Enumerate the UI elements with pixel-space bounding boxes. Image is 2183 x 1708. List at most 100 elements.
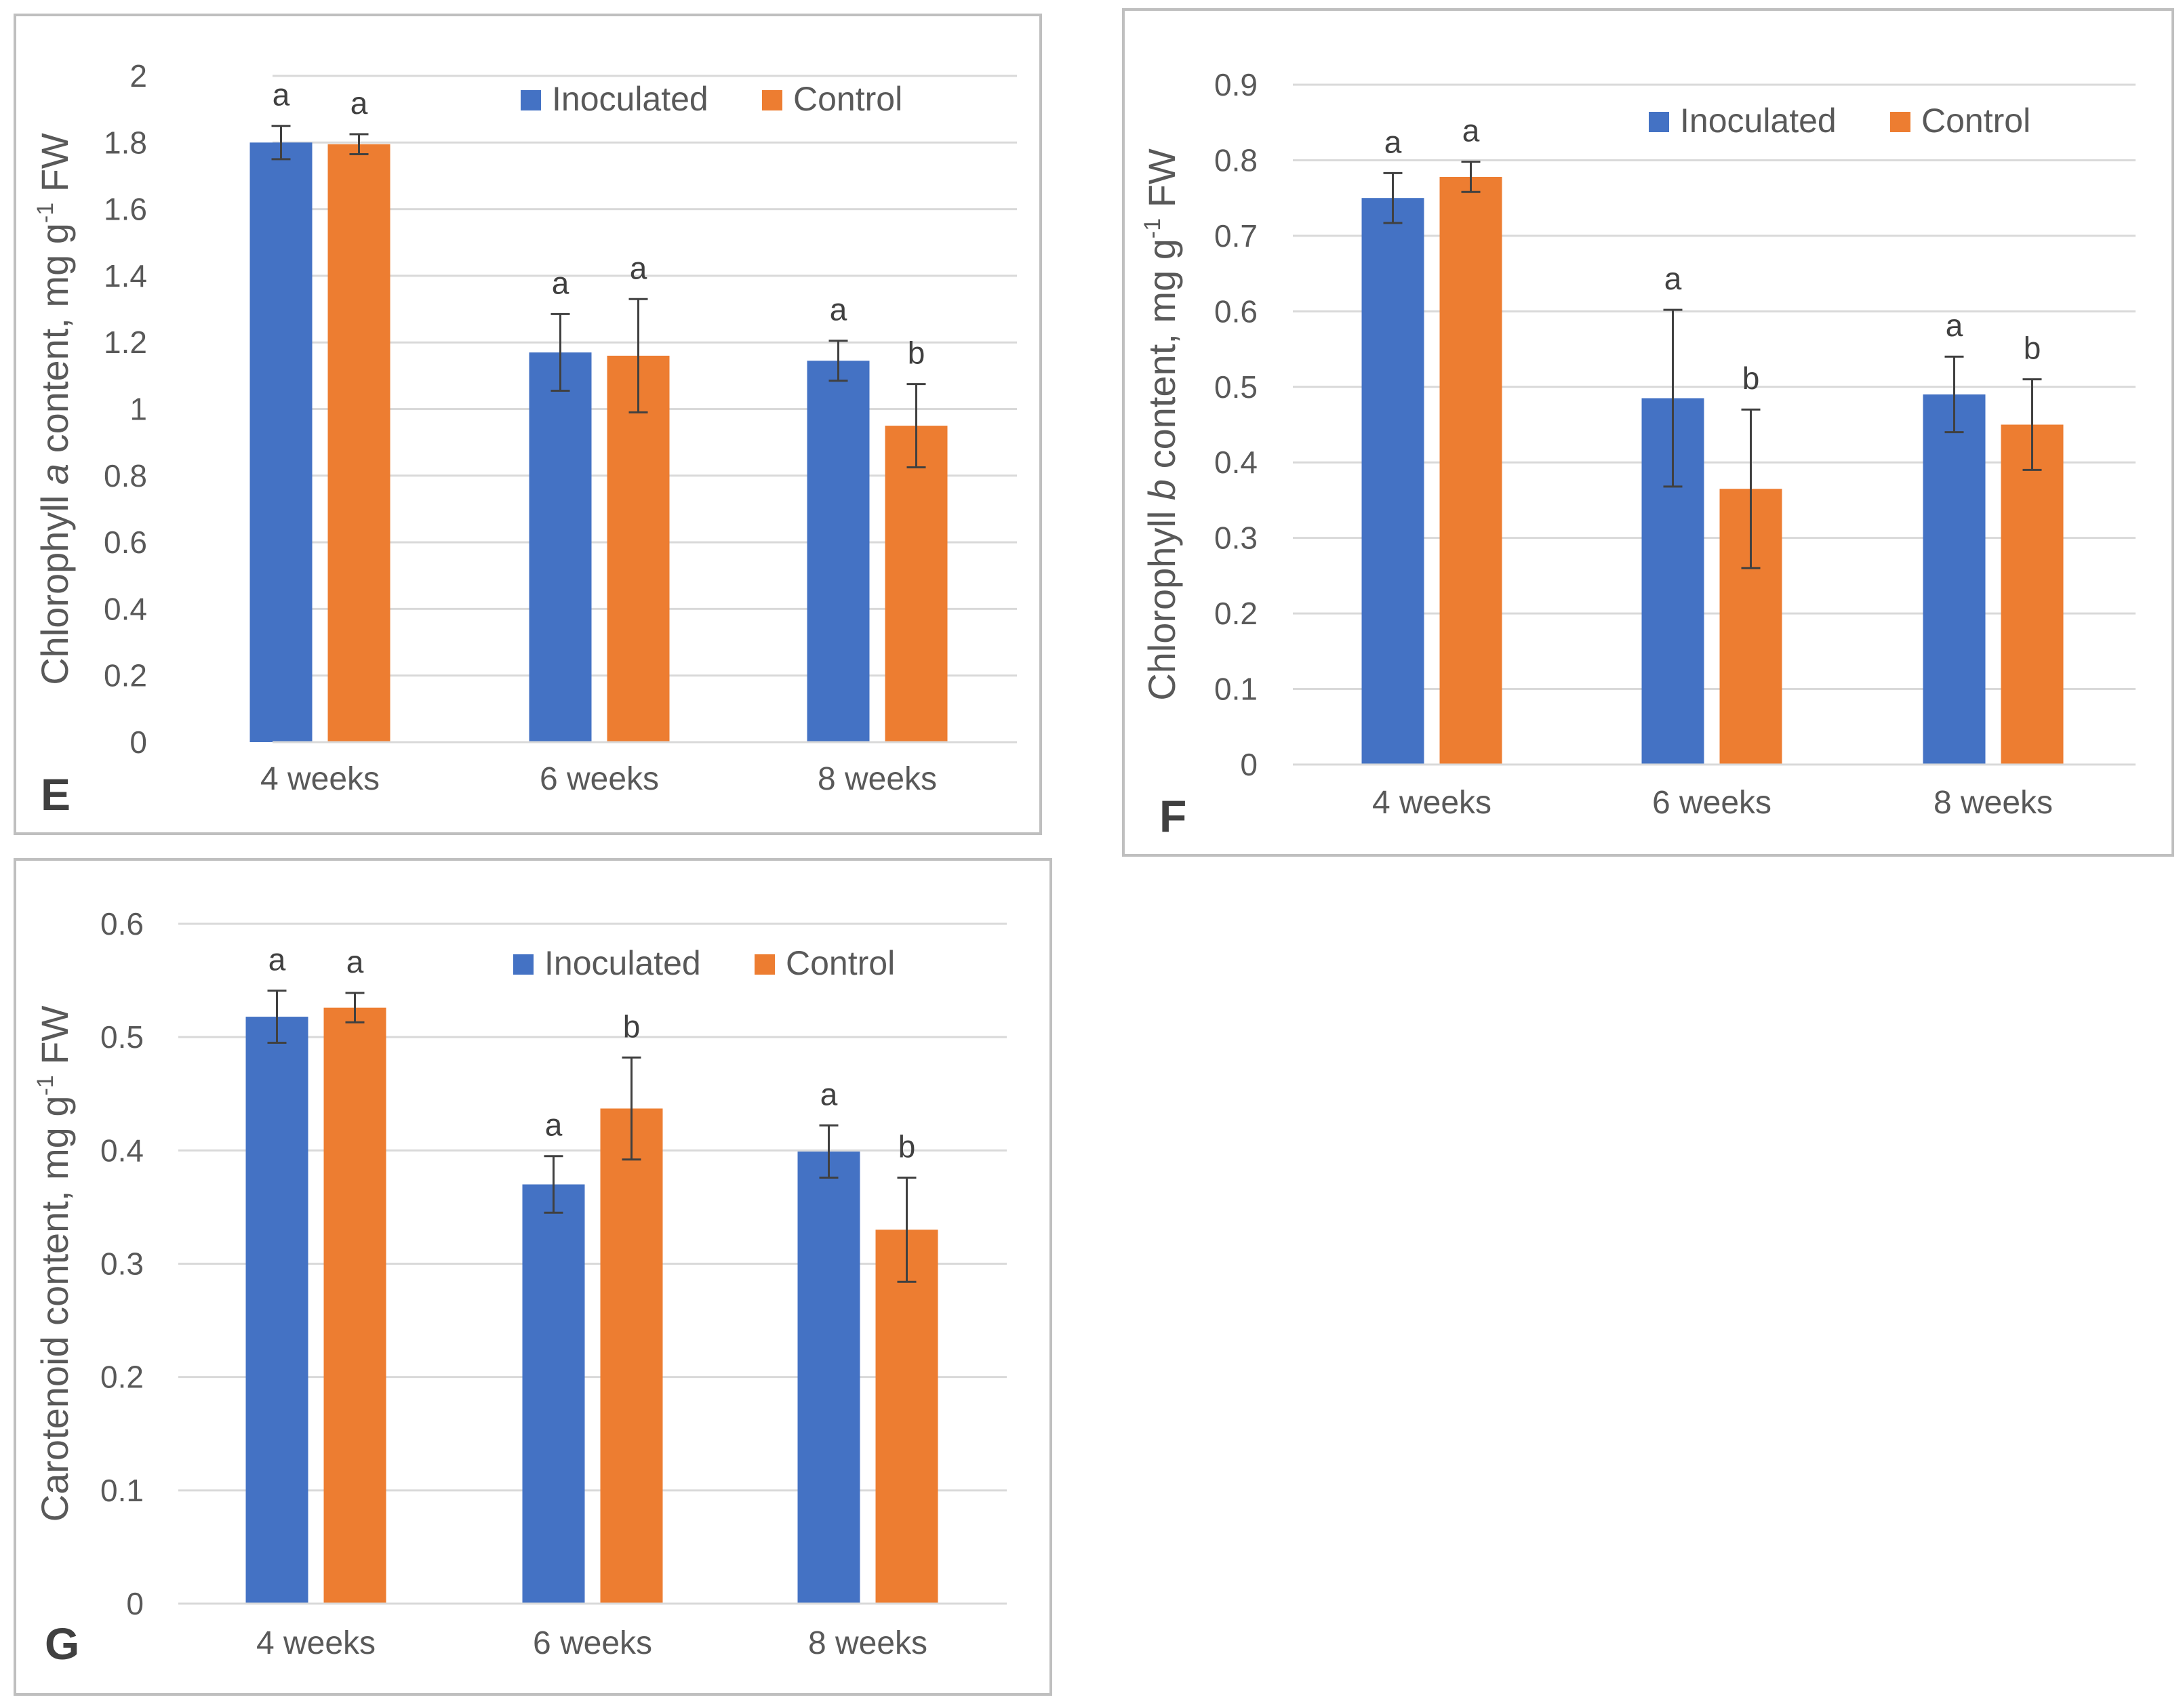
y-tick-label: 0.4	[100, 1133, 144, 1168]
significance-letter: a	[351, 85, 368, 121]
y-tick-label: 0.6	[100, 906, 144, 941]
y-axis-label-part: FW	[33, 133, 76, 203]
y-axis-label-part: FW	[1140, 148, 1183, 218]
y-tick-label: 0.4	[1214, 445, 1258, 480]
significance-letter: a	[273, 77, 290, 113]
y-axis-label-italic: b	[1140, 479, 1183, 500]
legend-swatch-inoculated	[1649, 112, 1669, 132]
y-tick-label: 0.6	[1214, 293, 1258, 329]
bar-inoculated-8-weeks	[797, 1152, 860, 1604]
significance-letter: a	[830, 292, 847, 327]
y-axis-label-italic: a	[33, 464, 76, 485]
y-tick-label: 0.5	[1214, 369, 1258, 405]
bar-control-4-weeks	[323, 1007, 386, 1604]
y-tick-label: 0	[126, 1586, 144, 1621]
y-tick-label: 0.9	[1214, 67, 1258, 102]
y-tick-label: 1.4	[104, 258, 147, 293]
y-tick-label: 0	[1240, 747, 1258, 782]
y-tick-label: 0.2	[1214, 596, 1258, 631]
y-tick-label: 0.1	[100, 1473, 144, 1508]
x-tick-label: 4 weeks	[256, 1625, 376, 1661]
legend-swatch-control	[755, 954, 775, 975]
bar-inoculated-6-weeks	[529, 352, 592, 742]
significance-letter: a	[545, 1107, 563, 1143]
y-tick-label: 0.4	[104, 591, 147, 626]
y-tick-label: 0.8	[104, 458, 147, 493]
significance-letter: b	[898, 1128, 916, 1164]
y-axis-label: Carotenoid content, mg g-1 FW	[33, 1006, 76, 1522]
legend-swatch-control	[762, 90, 782, 110]
x-tick-label: 8 weeks	[1934, 785, 2053, 821]
y-axis-label: Chlorophyll b content, mg g-1 FW	[1140, 148, 1183, 701]
x-tick-label: 8 weeks	[808, 1625, 927, 1661]
legend-label-control: Control	[1921, 102, 2030, 140]
x-tick-label: 6 weeks	[533, 1625, 652, 1661]
x-tick-label: 6 weeks	[1652, 785, 1771, 821]
legend-swatch-inoculated	[521, 90, 541, 110]
panel-letter: G	[45, 1619, 79, 1669]
y-axis-label-part: content, mg g	[1140, 239, 1183, 479]
y-tick-label: 0.3	[1214, 521, 1258, 556]
y-tick-label: 1	[129, 392, 147, 427]
bar-inoculated-4-weeks	[1361, 198, 1424, 765]
bar-control-8-weeks	[2001, 424, 2064, 765]
panel-letter: E	[41, 769, 71, 819]
bar-control-8-weeks	[875, 1229, 938, 1604]
legend-swatch-inoculated	[513, 954, 534, 975]
y-tick-label: 0.3	[100, 1246, 144, 1282]
significance-letter: a	[552, 265, 569, 300]
bar-control-6-weeks	[607, 355, 670, 742]
significance-letter: a	[630, 250, 647, 285]
y-tick-label: 1.8	[104, 125, 147, 160]
y-tick-label: 0.7	[1214, 218, 1258, 253]
significance-letter: b	[908, 336, 925, 371]
legend-swatch-control	[1890, 112, 1910, 132]
bar-inoculated-6-weeks	[522, 1184, 585, 1604]
significance-letter: a	[1462, 113, 1480, 148]
y-tick-label: 0.5	[100, 1019, 144, 1055]
legend-label-inoculated: Inoculated	[1680, 102, 1837, 140]
significance-letter: a	[1664, 261, 1682, 296]
significance-letter: b	[2024, 331, 2041, 366]
chart-panel-G: 0 0.1 0.2 0.3 0.4 0.5 0.6 Carotenoid content, m…	[14, 858, 1052, 1696]
significance-letter: b	[1742, 361, 1760, 396]
legend-label-inoculated: Inoculated	[544, 944, 701, 982]
bar-control-4-weeks	[327, 144, 390, 742]
x-tick-label: 4 weeks	[1372, 785, 1491, 821]
legend-label-inoculated: Inoculated	[552, 80, 708, 118]
bar-inoculated-4-weeks	[249, 142, 313, 743]
legend-label-control: Control	[793, 80, 902, 118]
chart-panel-E: 0 0.2 0.4 0.6 0.8 1 1.2 1.4 1.6 1.8 2 Chlorophyll a…	[14, 14, 1042, 835]
y-tick-label: 0.6	[104, 525, 147, 560]
y-tick-label: 1.6	[104, 192, 147, 227]
legend-label-control: Control	[786, 944, 895, 982]
x-tick-label: 6 weeks	[540, 761, 659, 797]
y-tick-label: 0.2	[100, 1360, 144, 1395]
significance-letter: a	[820, 1077, 838, 1112]
bar-control-4-weeks	[1439, 176, 1502, 765]
bar-control-6-weeks	[600, 1108, 663, 1604]
significance-letter: a	[1946, 308, 1963, 343]
x-tick-label: 4 weeks	[260, 761, 380, 797]
bar-inoculated-4-weeks	[245, 1017, 308, 1604]
significance-letter: a	[1384, 124, 1402, 159]
bar-inoculated-8-weeks	[807, 361, 870, 742]
significance-letter: b	[623, 1009, 641, 1044]
y-axis-label-superscript: -1	[33, 203, 58, 223]
panel-letter: F	[1159, 791, 1186, 841]
x-tick-label: 8 weeks	[818, 761, 937, 797]
y-axis-label-part: content, mg g	[33, 223, 76, 464]
panel-frame	[14, 14, 1042, 835]
y-axis-label-part: FW	[33, 1006, 76, 1076]
y-tick-label: 1.2	[104, 325, 147, 360]
y-axis-label-part: Carotenoid content, mg g	[33, 1096, 76, 1522]
y-axis-label-superscript: -1	[1140, 218, 1165, 239]
bar-control-8-weeks	[885, 426, 948, 742]
y-tick-label: 0.1	[1214, 672, 1258, 707]
y-axis-label-part: Chlorophyll	[1140, 500, 1183, 701]
y-axis-label: Chlorophyll a content, mg g-1 FW	[33, 133, 76, 685]
y-axis-label-part: Chlorophyll	[33, 485, 76, 685]
significance-letter: a	[346, 944, 364, 979]
chart-panel-F: 0 0.1 0.2 0.3 0.4 0.5 0.6 0.7 0.8 0.9 Chlorophyll …	[1122, 8, 2174, 857]
